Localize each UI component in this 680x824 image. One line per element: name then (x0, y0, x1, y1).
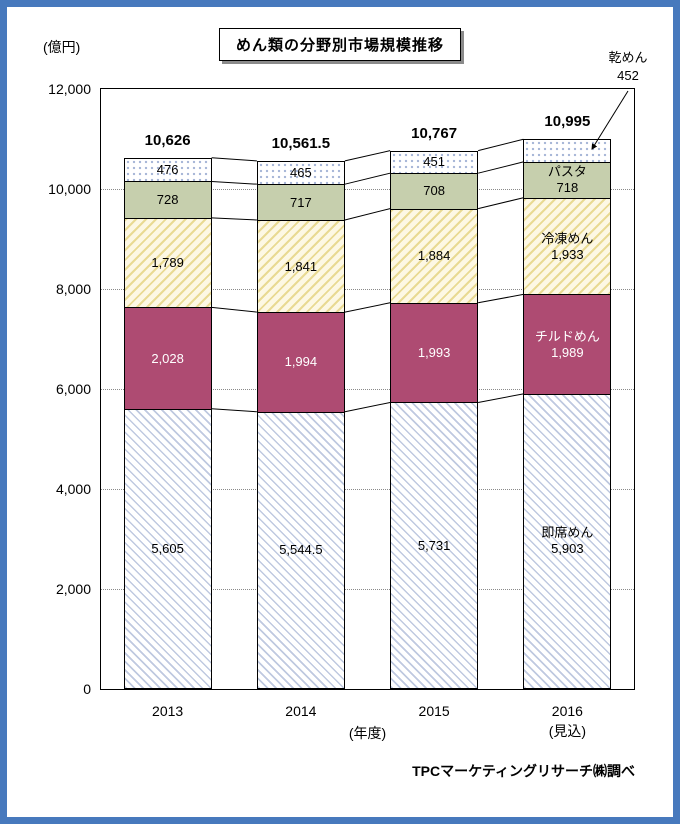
bar-segment: 708 (391, 173, 478, 209)
y-axis-tick-label: 2,000 (55, 581, 91, 597)
x-axis-label: 2014 (241, 701, 361, 721)
bar-segment (524, 140, 611, 162)
bar-segment: 1,884 (391, 208, 478, 303)
plot-area: 5,605 2,028 1,789 728 476 10,626 5,544.5 1,994 1… (100, 88, 635, 690)
bar-segment: 5,605 (124, 408, 211, 688)
bar-segment: 1,841 (257, 220, 344, 313)
segment-value-label: 5,731 (417, 537, 451, 553)
segment-value-label: 717 (290, 194, 312, 210)
y-axis-tick-label: 0 (83, 681, 91, 697)
chart-title: めん類の分野別市場規模推移 (218, 28, 462, 61)
x-axis-year: 2014 (285, 703, 317, 719)
bar-2014: 5,544.5 1,994 1,841 717 465 (256, 160, 345, 689)
annotation-label: 乾めん (608, 50, 648, 65)
y-axis-tick-label: 10,000 (48, 181, 91, 197)
y-axis-tick-label: 8,000 (55, 281, 91, 297)
bar-total-label: 10,995 (544, 113, 591, 131)
bar-segment: 5,544.5 (257, 411, 344, 688)
segment-name-label: チルドめん (534, 328, 600, 344)
segment-value-label: 2,028 (151, 350, 184, 366)
segment-name-label: 即席めん (541, 525, 594, 541)
gridline (101, 289, 634, 290)
bar-total-label: 10,626 (144, 131, 191, 149)
bar-segment: 728 (124, 181, 211, 218)
segment-value-label: 728 (156, 192, 179, 208)
bar-segment: 1,789 (124, 217, 211, 308)
segment-value-label: 1,884 (417, 248, 451, 264)
segment-value-label: 5,903 (551, 541, 584, 557)
bar-segment: チルドめん 1,989 (524, 294, 611, 394)
source-credit: TPCマーケティングリサーチ㈱調べ (412, 763, 635, 779)
y-axis-tick-label: 12,000 (48, 81, 91, 97)
bar-segment: 465 (257, 161, 344, 185)
segment-value-label: 1,994 (284, 354, 318, 370)
bar-2015: 5,731 1,993 1,884 708 451 (390, 150, 479, 689)
y-axis-tick-label: 6,000 (55, 381, 91, 397)
bar-segment: 1,994 (257, 312, 344, 412)
bar-segment: 即席めん 5,903 (524, 393, 611, 688)
segment-name-label: 冷凍めん (541, 230, 594, 246)
gridline (101, 389, 634, 390)
annotation-dried-noodles: 乾めん 452 (585, 49, 671, 85)
gridline (101, 189, 634, 190)
segment-value-label: 708 (423, 183, 445, 199)
bar-segment: 451 (391, 151, 478, 174)
gridline (101, 589, 634, 590)
bar-2016: 即席めん 5,903 チルドめん 1,989 冷凍めん 1,933 パスタ 718 (523, 139, 612, 689)
y-axis-tick-label: 4,000 (55, 481, 91, 497)
bar-segment: 1,993 (391, 302, 478, 403)
x-axis-year: 2016 (551, 703, 583, 719)
segment-value-label: 5,605 (151, 540, 184, 556)
segment-value-label: 1,841 (284, 258, 318, 274)
segment-value-label: 1,989 (551, 344, 584, 360)
x-axis-year: 2013 (152, 703, 184, 719)
x-axis-title: (年度) (348, 725, 387, 741)
segment-value-label: 1,993 (417, 345, 451, 361)
x-axis-label: 2016 (見込) (507, 701, 627, 741)
bar-segment: 5,731 (391, 402, 478, 688)
segment-value-label: 1,933 (551, 246, 584, 262)
segment-value-label: 1,789 (151, 255, 184, 271)
gridline (101, 489, 634, 490)
bar-segment: 2,028 (124, 307, 211, 409)
bar-segment: パスタ 718 (524, 161, 611, 198)
segment-name-label: パスタ (547, 164, 587, 180)
y-axis-unit-label: (億円) (43, 39, 81, 55)
bar-segment: 冷凍めん 1,933 (524, 197, 611, 295)
x-axis-year: 2015 (418, 703, 450, 719)
segment-value-label: 465 (290, 165, 312, 181)
bar-total-label: 10,767 (411, 124, 458, 142)
bar-segment: 476 (124, 158, 211, 182)
x-axis-forecast-note: (見込) (548, 723, 587, 739)
segment-value-label: 5,544.5 (279, 542, 323, 558)
segment-value-label: 718 (556, 180, 579, 196)
annotation-value: 452 (617, 68, 639, 83)
bar-segment: 717 (257, 184, 344, 221)
segment-value-label: 451 (423, 154, 445, 170)
bar-2013: 5,605 2,028 1,789 728 476 (123, 157, 212, 689)
bar-total-label: 10,561.5 (271, 134, 331, 152)
x-axis-label: 2013 (108, 701, 228, 721)
x-axis-label: 2015 (374, 701, 494, 721)
segment-value-label: 476 (156, 162, 179, 178)
